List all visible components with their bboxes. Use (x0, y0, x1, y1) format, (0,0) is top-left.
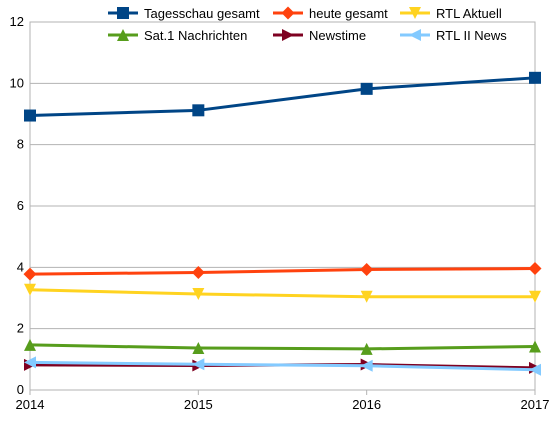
data-point (192, 341, 205, 354)
plot-frame (29, 21, 536, 391)
data-point (360, 82, 373, 95)
y-tick-label: 8 (17, 137, 24, 152)
data-point (529, 363, 541, 376)
y-tick-label: 10 (10, 75, 24, 90)
series-0 (24, 71, 541, 122)
y-tick-label: 6 (17, 198, 24, 213)
data-point (360, 342, 373, 355)
data-point (24, 109, 36, 122)
series-line (29, 343, 536, 351)
legend-swatch-marker (281, 6, 295, 20)
data-point (24, 338, 36, 351)
legend: Tagesschau gesamt heute gesamt RTL Aktuell… (108, 6, 507, 43)
legend-item: heute gesamt (273, 6, 388, 21)
legend-label: heute gesamt (309, 6, 388, 21)
axes: 0 2 4 6 8 10 12 2014 2015 2016 2017 (10, 14, 550, 412)
data-point (360, 290, 373, 303)
x-tick-label: 2017 (521, 397, 550, 412)
series-line (29, 267, 536, 276)
data-point (192, 288, 205, 301)
data-point (529, 290, 541, 303)
x-tick-label: 2015 (184, 397, 213, 412)
legend-label: Tagesschau gesamt (144, 6, 260, 21)
series-line (29, 288, 535, 299)
legend-item: Sat.1 Nachrichten (108, 28, 247, 43)
x-tick-label: 2014 (16, 397, 45, 412)
legend-label: Sat.1 Nachrichten (144, 28, 247, 43)
y-tick-label: 2 (17, 321, 24, 336)
grid (29, 21, 536, 391)
legend-label: RTL Aktuell (436, 6, 502, 21)
x-tick-label: 2016 (352, 397, 381, 412)
y-tick-label: 4 (17, 259, 24, 274)
legend-label: RTL II News (436, 28, 507, 43)
legend-label: Newstime (309, 28, 366, 43)
legend-swatch-marker (282, 29, 294, 41)
data-point (529, 71, 541, 84)
legend-swatch-marker (117, 29, 129, 41)
series-1 (23, 262, 542, 281)
data-point (24, 356, 36, 369)
y-tick-label: 0 (17, 382, 24, 397)
data-point (529, 340, 541, 353)
legend-swatch-marker (409, 29, 421, 41)
legend-swatch-marker (117, 7, 129, 19)
series-lines (23, 71, 542, 376)
data-point (23, 267, 37, 281)
legend-item: RTL Aktuell (400, 6, 502, 21)
legend-swatch-marker (409, 7, 421, 19)
series-3 (24, 338, 541, 355)
data-point (360, 262, 374, 276)
series-line (29, 76, 536, 118)
series-2 (24, 283, 541, 303)
series-line (29, 360, 536, 372)
data-point (192, 358, 205, 371)
legend-item: Tagesschau gesamt (108, 6, 260, 21)
data-point (192, 104, 205, 117)
data-point (528, 262, 542, 276)
data-point (191, 266, 205, 280)
y-tick-label: 12 (10, 14, 24, 29)
legend-item: Newstime (273, 28, 366, 43)
data-point (360, 359, 373, 372)
series-5 (24, 356, 541, 376)
legend-item: RTL II News (400, 28, 507, 43)
data-point (24, 283, 36, 296)
